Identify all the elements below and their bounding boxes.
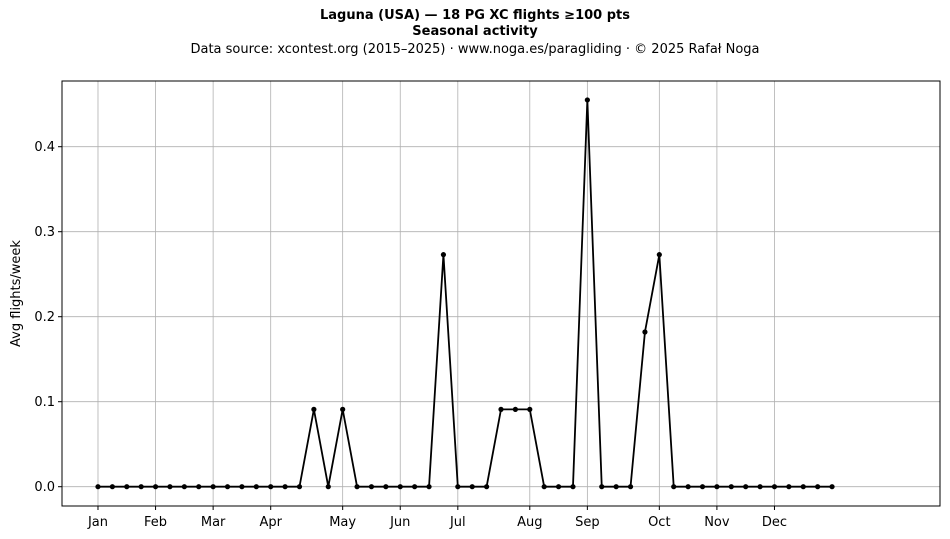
x-tick-label-apr: Apr	[259, 515, 282, 530]
data-point-week-3	[124, 484, 130, 490]
data-point-week-51	[815, 484, 821, 490]
x-tick-label-jun: Jun	[389, 515, 410, 530]
data-point-week-38	[627, 484, 634, 490]
series-path	[97, 99, 833, 488]
data-point-week-28	[484, 484, 490, 490]
data-point-week-15	[296, 484, 303, 490]
x-tick-label-may: May	[329, 515, 356, 530]
data-point-week-12	[253, 484, 259, 490]
data-point-week-52	[829, 484, 835, 490]
data-point-week-19	[354, 484, 360, 490]
data-point-week-13	[268, 484, 274, 490]
data-point-week-46	[743, 484, 749, 490]
data-point-week-22	[397, 484, 403, 490]
data-point-week-43	[699, 484, 706, 490]
data-point-week-9	[210, 484, 216, 490]
data-point-week-1	[95, 484, 101, 490]
data-point-week-30	[512, 406, 518, 412]
data-point-week-2	[109, 484, 115, 490]
data-point-week-47	[757, 484, 763, 490]
data-point-week-48	[771, 484, 778, 490]
y-tick-label-4: 0.4	[34, 140, 55, 155]
x-tick-label-jul: Jul	[449, 515, 466, 530]
x-tick-label-oct: Oct	[648, 515, 670, 530]
data-point-week-24	[426, 484, 432, 490]
data-point-week-31	[527, 406, 533, 412]
data-point-week-42	[685, 484, 691, 490]
data-point-week-39	[642, 329, 648, 335]
data-point-week-11	[239, 484, 245, 490]
y-axis-label: Avg flights/week	[9, 240, 24, 347]
data-point-week-37	[613, 484, 619, 490]
data-point-week-20	[368, 484, 375, 490]
data-point-week-23	[412, 484, 418, 490]
x-tick-label-jan: Jan	[87, 515, 108, 530]
data-point-week-21	[383, 484, 389, 490]
y-tick-label-3: 0.3	[34, 225, 55, 240]
data-point-week-36	[599, 484, 605, 490]
y-tick-label-1: 0.1	[34, 395, 55, 410]
data-point-week-50	[800, 484, 806, 490]
data-point-week-29	[498, 406, 504, 412]
x-tick-label-dec: Dec	[762, 515, 787, 530]
grid-lines	[62, 81, 940, 506]
chart-subtitle: Seasonal activity	[412, 24, 538, 39]
data-point-week-16	[311, 406, 317, 412]
data-point-week-34	[570, 484, 576, 490]
chart-title: Laguna (USA) — 18 PG XC flights ≥100 pts	[320, 8, 630, 23]
y-tick-label-2: 0.2	[34, 310, 55, 325]
data-point-week-35	[584, 97, 590, 103]
data-point-week-40	[656, 252, 662, 258]
axis-ticks: Jan Feb Mar Apr May Jun Jul Aug Sep Oct Nov Dec 0.0 0…	[34, 140, 787, 530]
data-point-week-26	[455, 484, 461, 490]
data-point-week-44	[714, 484, 720, 490]
data-point-week-27	[469, 484, 475, 490]
data-point-week-8	[196, 484, 202, 490]
x-tick-label-aug: Aug	[517, 515, 542, 530]
data-point-week-10	[224, 484, 231, 490]
data-point-week-6	[167, 484, 173, 490]
y-tick-label-0: 0.0	[34, 480, 55, 495]
data-point-week-49	[786, 484, 792, 490]
data-point-week-32	[541, 484, 547, 490]
series-line	[95, 97, 835, 490]
data-point-week-14	[282, 484, 288, 490]
data-point-week-5	[152, 484, 159, 490]
data-source-note: Data source: xcontest.org (2015–2025) · …	[190, 42, 760, 57]
data-point-week-4	[138, 484, 144, 490]
data-point-week-45	[728, 484, 734, 490]
x-tick-label-nov: Nov	[704, 515, 730, 530]
x-tick-label-feb: Feb	[144, 515, 167, 530]
data-point-week-41	[671, 484, 677, 490]
x-tick-label-sep: Sep	[575, 515, 600, 530]
data-point-week-17	[325, 484, 331, 490]
data-point-week-25	[440, 252, 447, 258]
data-point-week-18	[340, 406, 346, 412]
data-point-week-33	[555, 484, 562, 490]
plot-frame	[61, 80, 941, 507]
data-point-week-7	[181, 484, 187, 490]
x-tick-label-mar: Mar	[201, 515, 226, 530]
